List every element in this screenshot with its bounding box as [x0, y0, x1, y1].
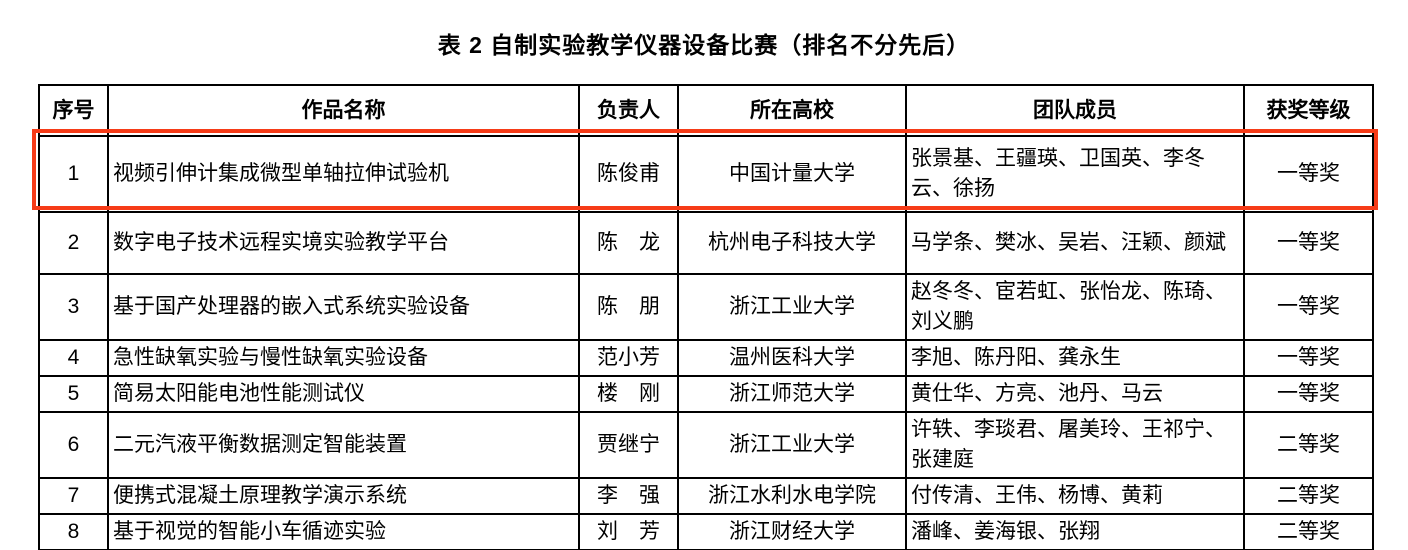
cell-serial-number: 1	[38, 135, 109, 213]
table-row: 3 基于国产处理器的嵌入式系统实验设备 陈 朋 浙江工业大学 赵冬冬、宦若虹、张…	[38, 273, 1374, 341]
cell-work-title: 基于国产处理器的嵌入式系统实验设备	[107, 273, 580, 341]
page-title: 表 2 自制实验教学仪器设备比赛（排名不分先后）	[437, 32, 971, 58]
cell-university: 浙江工业大学	[677, 411, 907, 479]
cell-leader: 范小芳	[578, 339, 679, 377]
cell-serial-number: 7	[38, 477, 109, 515]
cell-serial-number: 5	[38, 375, 109, 413]
cell-award-level: 一等奖	[1243, 339, 1374, 377]
cell-work-title: 急性缺氧实验与慢性缺氧实验设备	[107, 339, 580, 377]
cell-leader: 陈俊甫	[578, 135, 679, 213]
cell-team-members: 潘峰、姜海银、张翔	[905, 513, 1245, 550]
cell-leader: 陈 朋	[578, 273, 679, 341]
cell-leader: 贾继宁	[578, 411, 679, 479]
header-team-members: 团队成员	[905, 84, 1245, 137]
cell-team-members: 许轶、李琰君、屠美玲、王祁宁、张建庭	[905, 411, 1245, 479]
header-leader: 负责人	[578, 84, 679, 137]
cell-serial-number: 3	[38, 273, 109, 341]
cell-team-members: 马学条、樊冰、吴岩、汪颖、颜斌	[905, 211, 1245, 275]
cell-award-level: 二等奖	[1243, 411, 1374, 479]
cell-university: 杭州电子科技大学	[677, 211, 907, 275]
cell-team-members: 付传清、王伟、杨博、黄莉	[905, 477, 1245, 515]
cell-serial-number: 2	[38, 211, 109, 275]
cell-serial-number: 6	[38, 411, 109, 479]
cell-work-title: 便携式混凝土原理教学演示系统	[107, 477, 580, 515]
cell-work-title: 基于视觉的智能小车循迹实验	[107, 513, 580, 550]
table-row: 1 视频引伸计集成微型单轴拉伸试验机 陈俊甫 中国计量大学 张景基、王疆瑛、卫国…	[38, 135, 1374, 213]
cell-university: 浙江水利水电学院	[677, 477, 907, 515]
table-header-row: 序号 作品名称 负责人 所在高校 团队成员 获奖等级	[38, 84, 1374, 137]
cell-award-level: 一等奖	[1243, 375, 1374, 413]
cell-leader: 楼 刚	[578, 375, 679, 413]
cell-team-members: 张景基、王疆瑛、卫国英、李冬云、徐扬	[905, 135, 1245, 213]
awards-table-container: 序号 作品名称 负责人 所在高校 团队成员 获奖等级 1 视频引伸计集成微型单轴…	[38, 84, 1374, 550]
cell-award-level: 一等奖	[1243, 273, 1374, 341]
table-row: 5 简易太阳能电池性能测试仪 楼 刚 浙江师范大学 黄仕华、方亮、池丹、马云 一…	[38, 375, 1374, 413]
cell-leader: 刘 芳	[578, 513, 679, 550]
table-row: 7 便携式混凝土原理教学演示系统 李 强 浙江水利水电学院 付传清、王伟、杨博、…	[38, 477, 1374, 515]
cell-work-title: 数字电子技术远程实境实验教学平台	[107, 211, 580, 275]
table-row: 6 二元汽液平衡数据测定智能装置 贾继宁 浙江工业大学 许轶、李琰君、屠美玲、王…	[38, 411, 1374, 479]
cell-team-members: 黄仕华、方亮、池丹、马云	[905, 375, 1245, 413]
cell-work-title: 视频引伸计集成微型单轴拉伸试验机	[107, 135, 580, 213]
header-serial-number: 序号	[38, 84, 109, 137]
cell-award-level: 二等奖	[1243, 477, 1374, 515]
cell-award-level: 二等奖	[1243, 513, 1374, 550]
table-row: 2 数字电子技术远程实境实验教学平台 陈 龙 杭州电子科技大学 马学条、樊冰、吴…	[38, 211, 1374, 275]
cell-leader: 陈 龙	[578, 211, 679, 275]
cell-university: 浙江工业大学	[677, 273, 907, 341]
cell-university: 温州医科大学	[677, 339, 907, 377]
table-row: 4 急性缺氧实验与慢性缺氧实验设备 范小芳 温州医科大学 李旭、陈丹阳、龚永生 …	[38, 339, 1374, 377]
cell-leader: 李 强	[578, 477, 679, 515]
cell-award-level: 一等奖	[1243, 135, 1374, 213]
cell-award-level: 一等奖	[1243, 211, 1374, 275]
header-award-level: 获奖等级	[1243, 84, 1374, 137]
cell-work-title: 简易太阳能电池性能测试仪	[107, 375, 580, 413]
cell-university: 浙江财经大学	[677, 513, 907, 550]
cell-serial-number: 8	[38, 513, 109, 550]
cell-team-members: 赵冬冬、宦若虹、张怡龙、陈琦、刘义鹏	[905, 273, 1245, 341]
header-work-title: 作品名称	[107, 84, 580, 137]
cell-team-members: 李旭、陈丹阳、龚永生	[905, 339, 1245, 377]
header-university: 所在高校	[677, 84, 907, 137]
table-row: 8 基于视觉的智能小车循迹实验 刘 芳 浙江财经大学 潘峰、姜海银、张翔 二等奖	[38, 513, 1374, 550]
cell-work-title: 二元汽液平衡数据测定智能装置	[107, 411, 580, 479]
cell-serial-number: 4	[38, 339, 109, 377]
awards-table: 序号 作品名称 负责人 所在高校 团队成员 获奖等级 1 视频引伸计集成微型单轴…	[38, 84, 1374, 550]
cell-university: 中国计量大学	[677, 135, 907, 213]
cell-university: 浙江师范大学	[677, 375, 907, 413]
